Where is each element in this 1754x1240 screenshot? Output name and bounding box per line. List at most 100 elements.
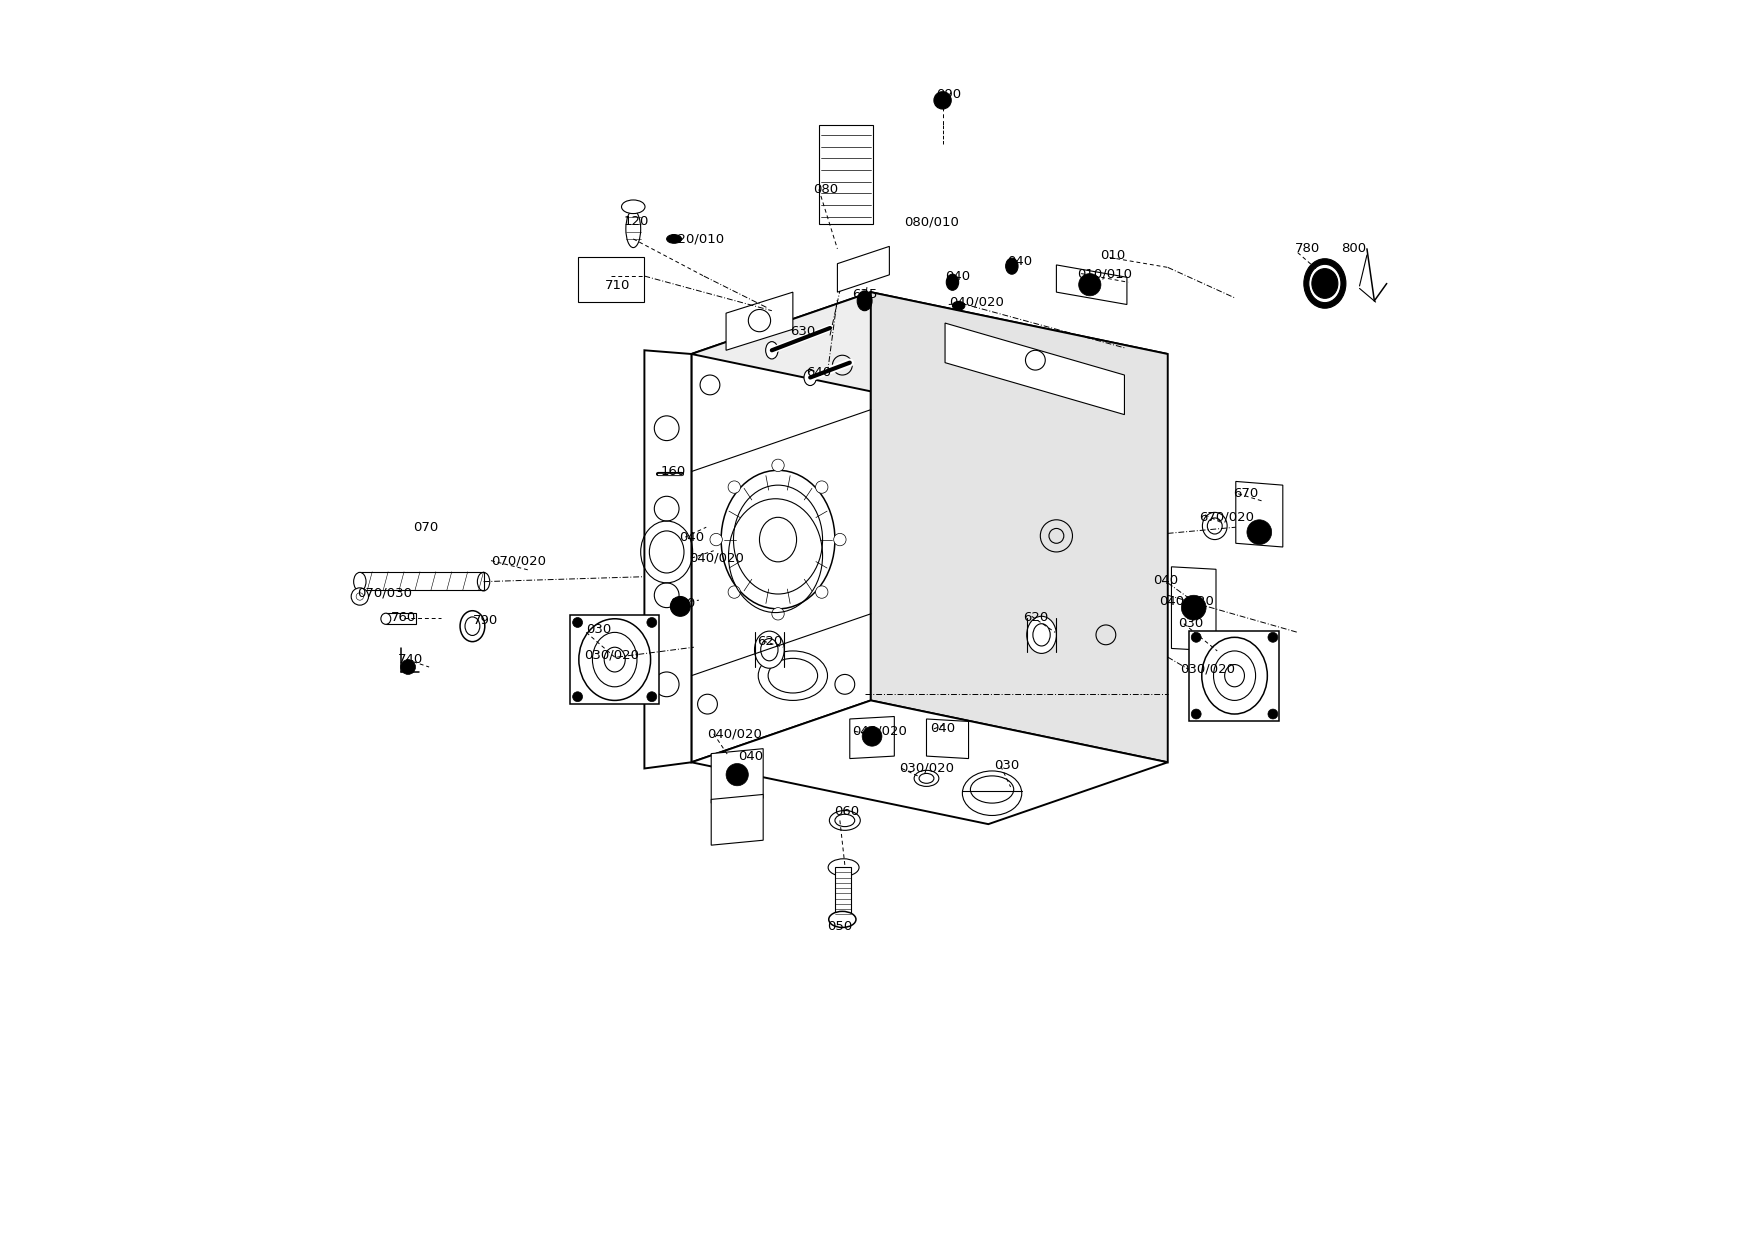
Polygon shape — [710, 795, 763, 846]
Bar — [570, 615, 660, 704]
Polygon shape — [837, 247, 889, 293]
Circle shape — [1268, 632, 1279, 642]
Polygon shape — [691, 293, 1168, 415]
Ellipse shape — [952, 301, 965, 310]
Circle shape — [1247, 520, 1272, 544]
Polygon shape — [691, 293, 870, 763]
Ellipse shape — [460, 611, 484, 641]
Circle shape — [400, 660, 416, 675]
Text: 780: 780 — [1294, 242, 1321, 255]
Polygon shape — [849, 717, 895, 759]
Ellipse shape — [1026, 616, 1056, 653]
Text: 740: 740 — [398, 653, 423, 666]
Circle shape — [816, 585, 828, 598]
Bar — [835, 868, 851, 919]
Bar — [1189, 631, 1279, 722]
Ellipse shape — [354, 573, 367, 591]
Text: 010: 010 — [1100, 248, 1124, 262]
Polygon shape — [644, 350, 691, 769]
Text: 710: 710 — [605, 279, 630, 293]
Circle shape — [647, 692, 656, 702]
Ellipse shape — [766, 342, 779, 358]
Text: 040/020: 040/020 — [949, 295, 1003, 309]
Text: 030: 030 — [995, 759, 1019, 773]
Polygon shape — [926, 719, 968, 759]
Text: 620: 620 — [1023, 611, 1049, 624]
Circle shape — [647, 618, 656, 627]
Text: 040/020: 040/020 — [852, 725, 907, 738]
Circle shape — [351, 588, 368, 605]
Text: 630: 630 — [791, 325, 816, 339]
Text: 080/010: 080/010 — [905, 215, 959, 228]
Text: 060: 060 — [833, 805, 859, 818]
Ellipse shape — [621, 200, 645, 213]
Polygon shape — [1237, 481, 1282, 547]
Bar — [819, 125, 873, 224]
Text: 040/020: 040/020 — [689, 552, 744, 564]
Polygon shape — [870, 293, 1168, 763]
Text: 070/020: 070/020 — [491, 554, 545, 567]
Text: 010/010: 010/010 — [1077, 267, 1133, 280]
Ellipse shape — [914, 770, 938, 786]
Circle shape — [833, 533, 845, 546]
Circle shape — [710, 533, 723, 546]
Text: 040: 040 — [930, 723, 956, 735]
Text: 030: 030 — [586, 624, 612, 636]
Circle shape — [1182, 595, 1207, 620]
Ellipse shape — [828, 859, 859, 877]
Text: 040: 040 — [679, 531, 703, 543]
Circle shape — [1079, 274, 1102, 296]
Ellipse shape — [858, 291, 872, 311]
Ellipse shape — [963, 771, 1023, 816]
Text: 670/020: 670/020 — [1198, 511, 1254, 523]
Polygon shape — [726, 293, 793, 350]
Ellipse shape — [579, 619, 651, 701]
Ellipse shape — [830, 811, 859, 831]
Ellipse shape — [947, 274, 959, 290]
Circle shape — [772, 459, 784, 471]
Text: 040: 040 — [1152, 574, 1179, 587]
Bar — [360, 572, 484, 590]
Circle shape — [816, 481, 828, 494]
Ellipse shape — [1308, 264, 1342, 303]
Text: 760: 760 — [391, 611, 416, 624]
Circle shape — [728, 481, 740, 494]
Text: 040: 040 — [1007, 254, 1031, 268]
Text: 070: 070 — [412, 521, 438, 533]
Polygon shape — [710, 749, 763, 804]
Bar — [577, 258, 644, 303]
Circle shape — [933, 92, 951, 109]
Text: 040: 040 — [945, 269, 970, 283]
Ellipse shape — [1005, 258, 1017, 274]
Ellipse shape — [1312, 269, 1338, 299]
Circle shape — [728, 585, 740, 598]
Text: 040/020: 040/020 — [707, 728, 763, 740]
Text: 810: 810 — [670, 598, 696, 610]
Text: 120/010: 120/010 — [668, 232, 724, 246]
Text: 040/020: 040/020 — [1159, 595, 1214, 608]
Circle shape — [863, 727, 882, 746]
Polygon shape — [1172, 567, 1216, 651]
Circle shape — [726, 764, 749, 786]
Ellipse shape — [754, 631, 784, 668]
Ellipse shape — [626, 211, 640, 248]
Text: 790: 790 — [472, 614, 498, 626]
Text: 640: 640 — [807, 366, 831, 379]
Ellipse shape — [803, 370, 816, 386]
Text: 800: 800 — [1342, 242, 1366, 255]
Circle shape — [572, 692, 582, 702]
Polygon shape — [691, 701, 1168, 825]
Text: 050: 050 — [828, 920, 852, 934]
Text: 120: 120 — [623, 215, 649, 228]
Ellipse shape — [1203, 512, 1228, 539]
Text: 070/030: 070/030 — [358, 587, 412, 599]
Text: 080: 080 — [812, 184, 838, 196]
Text: 635: 635 — [852, 288, 877, 301]
Text: 040: 040 — [738, 750, 763, 763]
Bar — [386, 613, 416, 624]
Circle shape — [1191, 632, 1201, 642]
Ellipse shape — [828, 911, 856, 928]
Polygon shape — [1056, 265, 1126, 305]
Ellipse shape — [970, 776, 1014, 804]
Text: 670: 670 — [1233, 487, 1259, 500]
